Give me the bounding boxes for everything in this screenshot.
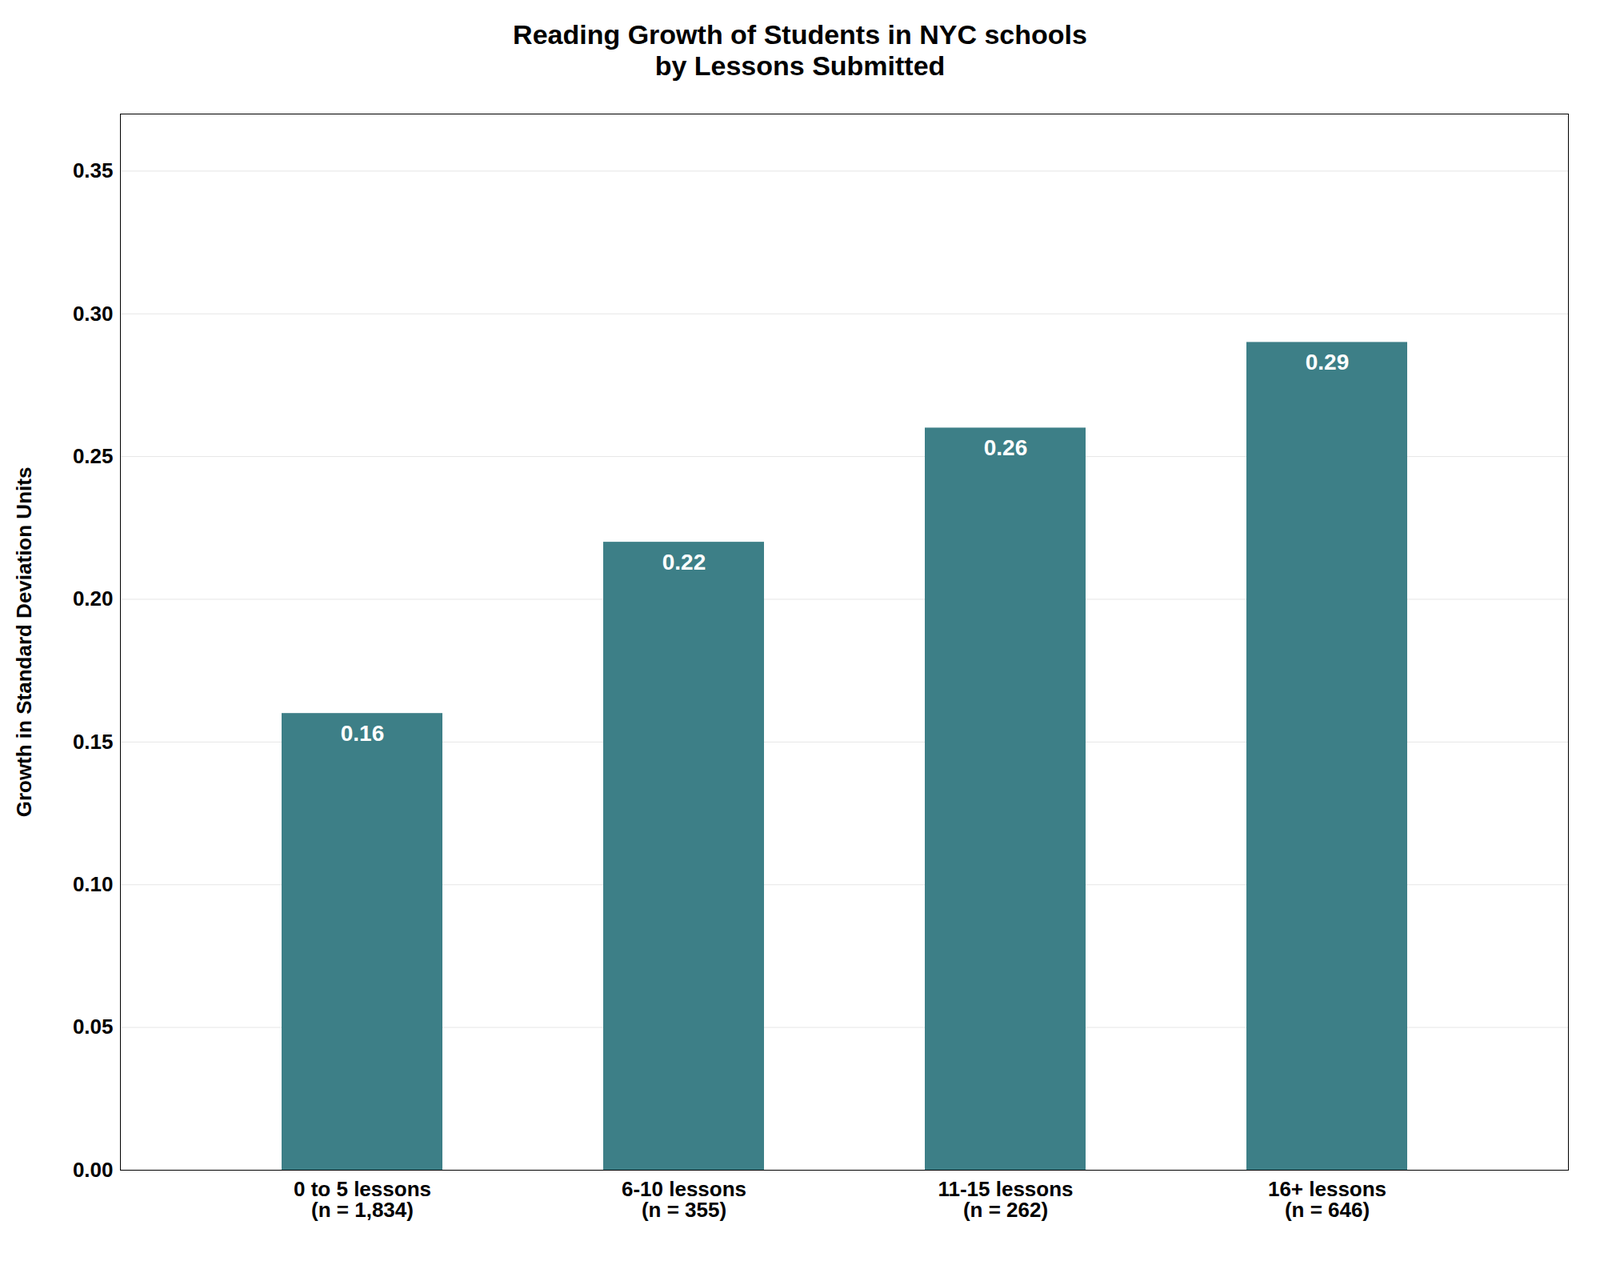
svg-text:16+ lessons(n = 646): 16+ lessons(n = 646) (1268, 1176, 1387, 1222)
svg-text:6-10 lessons(n = 355): 6-10 lessons(n = 355) (621, 1176, 747, 1222)
svg-text:0.16: 0.16 (340, 720, 385, 746)
svg-text:0.22: 0.22 (662, 549, 707, 575)
svg-text:0.26: 0.26 (984, 435, 1028, 460)
svg-text:0.29: 0.29 (1305, 349, 1350, 375)
svg-text:0 to 5 lessons(n = 1,834): 0 to 5 lessons(n = 1,834) (293, 1176, 432, 1222)
svg-text:11-15 lessons(n = 262): 11-15 lessons(n = 262) (937, 1176, 1073, 1222)
svg-text:0.20: 0.20 (72, 586, 114, 611)
svg-text:Growth in Standard Deviation U: Growth in Standard Deviation Units (12, 467, 36, 818)
html-text:Reading Growth of Students in: Reading Growth of Students in NYC school… (512, 19, 1088, 81)
svg-text:0.05: 0.05 (72, 1014, 114, 1039)
svg-text:0.35: 0.35 (72, 158, 114, 183)
svg-text:0.30: 0.30 (72, 301, 114, 326)
svg-text:0.25: 0.25 (72, 444, 114, 468)
svg-text:0.10: 0.10 (72, 872, 114, 896)
svg-text:0.00: 0.00 (72, 1157, 114, 1182)
svg-text:0.15: 0.15 (72, 729, 114, 754)
